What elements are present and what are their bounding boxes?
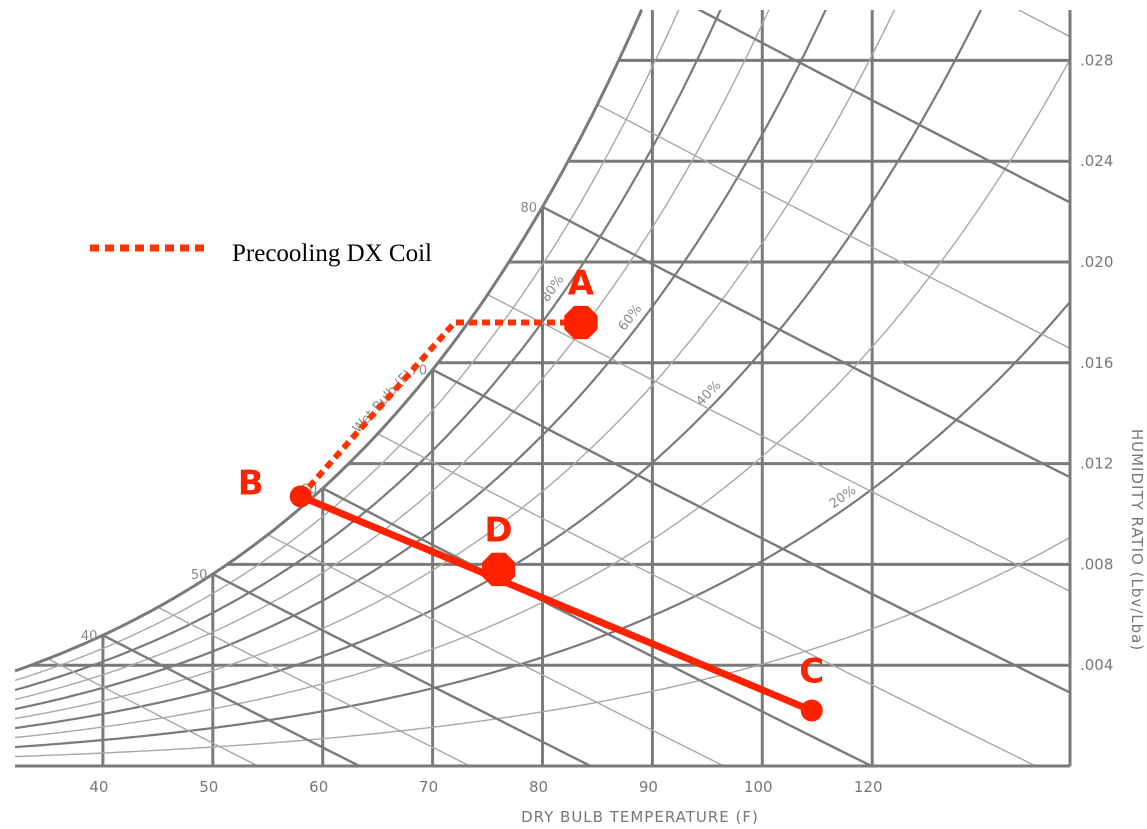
wet-bulb-scale-label: 50 <box>191 568 208 583</box>
wet-bulb-line <box>47 658 357 766</box>
y-tick-label: .012 <box>1080 455 1113 473</box>
rh-curve <box>15 10 1070 682</box>
y-tick-label: .024 <box>1080 152 1113 170</box>
x-axis-title: DRY BULB TEMPERATURE (F) <box>521 808 759 826</box>
wet-bulb-line <box>322 487 972 766</box>
wet-bulb-line <box>487 293 1070 592</box>
wet-bulb-line <box>597 103 1070 350</box>
rh-label: 20% <box>827 483 859 512</box>
rh-curve <box>15 536 1070 758</box>
x-tick-label: 60 <box>309 778 328 796</box>
precooling-process-line <box>298 319 581 499</box>
clipped-grid <box>15 10 1070 766</box>
point-d-label: D <box>484 510 512 550</box>
curves-layer: 405060708090Wet Bulb (F)80%60%40%20% <box>14 8 859 673</box>
x-tick-label: 100 <box>744 778 773 796</box>
y-tick-label: .028 <box>1080 51 1113 69</box>
wet-bulb-line <box>102 634 456 766</box>
wet-bulb-scale-label: 80 <box>521 201 538 216</box>
x-tick-label: 40 <box>89 778 108 796</box>
series-layer <box>298 319 814 714</box>
x-tick-label: 50 <box>199 778 218 796</box>
x-tick-label: 70 <box>419 778 438 796</box>
point-b-label: B <box>238 463 264 503</box>
y-tick-label: .008 <box>1080 555 1113 573</box>
rh-curve <box>15 10 1070 711</box>
point-a-label: A <box>568 263 595 303</box>
rh-curve <box>15 10 1070 720</box>
wet-bulb-line <box>212 572 686 766</box>
wet-bulb-line <box>157 606 565 766</box>
x-tick-label: 120 <box>854 778 883 796</box>
rh-curve <box>15 10 1070 730</box>
rh-curve <box>15 10 1070 701</box>
wet-bulb-line <box>432 368 1070 694</box>
legend: Precooling DX Coil <box>90 240 432 267</box>
rh-label: 40% <box>693 378 724 409</box>
y-tick-label: .016 <box>1080 354 1113 372</box>
point-c-label: C <box>799 652 824 692</box>
wet-bulb-line <box>651 10 1070 204</box>
y-tick-label: .020 <box>1080 253 1113 271</box>
point-a-marker <box>564 305 598 340</box>
point-c-marker <box>800 699 823 722</box>
axes-layer: 40 50 60 70 80 90 100 120 .004 .008 .012 .016 .020 .0… <box>15 10 1113 796</box>
x-tick-label: 90 <box>639 778 658 796</box>
y-tick-label: .004 <box>1080 656 1113 674</box>
saturation-curve <box>14 8 643 673</box>
wet-bulb-scale-label: 40 <box>81 629 98 644</box>
point-b-marker <box>289 485 312 508</box>
point-d-marker <box>481 552 516 587</box>
rh-label: 60% <box>616 302 645 334</box>
wet-bulb-line <box>377 433 1070 766</box>
process-line <box>299 493 814 714</box>
wet-bulb-line <box>541 205 1070 479</box>
wet-bulb-line <box>267 534 818 766</box>
rh-curve <box>15 59 1070 739</box>
x-tick-label: 80 <box>529 778 548 796</box>
grid-layer <box>15 10 1070 766</box>
y-axis-title: HUMIDITY RATIO (Lbv/Lba) <box>1128 429 1146 651</box>
points-layer: A B D C <box>238 263 824 722</box>
legend-label: Precooling DX Coil <box>232 240 432 267</box>
rh-curve <box>15 301 1070 749</box>
